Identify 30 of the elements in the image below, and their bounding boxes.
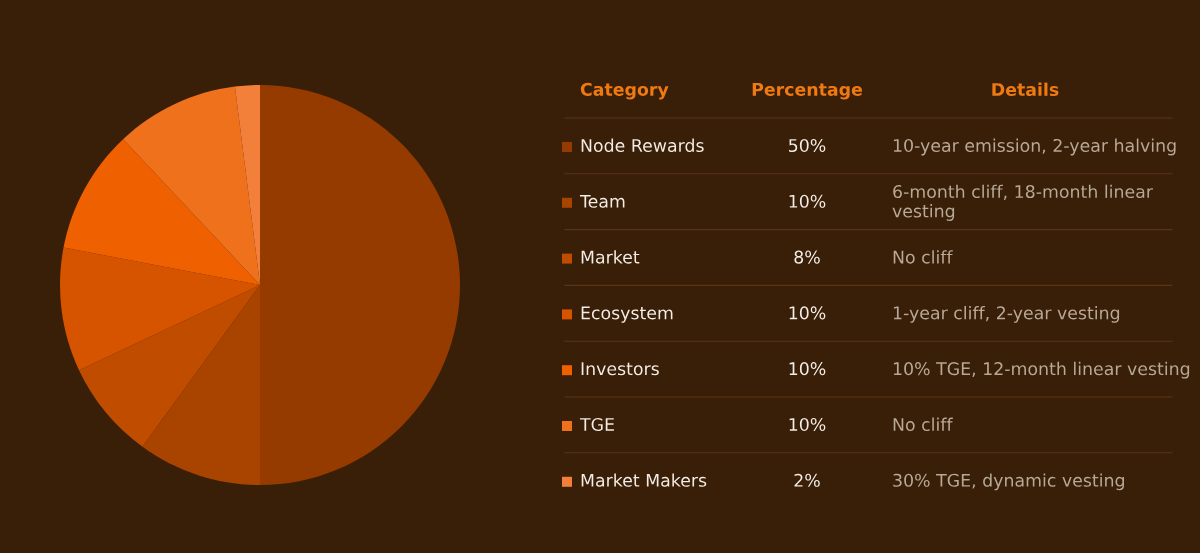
legend-label: TGE <box>579 417 614 432</box>
text: 10-year emission, 2-year halving <box>893 138 1176 156</box>
data-label: 10% <box>789 306 826 320</box>
data-label: 10% <box>789 417 826 432</box>
legend-label: Ecosystem <box>581 306 673 323</box>
data-label: 2% <box>794 473 820 487</box>
pie-slice <box>60 247 260 371</box>
text: No cliff <box>893 250 953 264</box>
pie-slice <box>79 285 260 447</box>
legend-label: Team <box>579 194 625 208</box>
text: Category <box>580 82 669 100</box>
text: 6-month cliff, 18-month linear vesting <box>892 184 1153 221</box>
text: Percentage <box>752 83 863 100</box>
text: 30% TGE, dynamic vesting <box>893 473 1124 491</box>
data-label: 10% <box>789 362 826 376</box>
pie-slice <box>260 85 460 485</box>
pie-slice <box>63 139 260 285</box>
data-label: 50% <box>789 138 826 153</box>
legend-label: Node Rewards <box>581 138 704 153</box>
legend-label: Market Makers <box>581 473 707 487</box>
text: Details <box>992 82 1059 97</box>
legend-label: Market <box>581 250 640 264</box>
pie-slice <box>142 285 260 485</box>
text: No cliff <box>893 417 953 432</box>
text: 1-year cliff, 2-year vesting <box>893 306 1120 323</box>
text: 10% TGE, 12-month linear vesting <box>893 361 1190 379</box>
legend-label: Investors <box>581 362 659 376</box>
data-label: 10% <box>789 194 826 208</box>
data-label: 8% <box>794 250 820 264</box>
pie-slice <box>123 86 260 285</box>
